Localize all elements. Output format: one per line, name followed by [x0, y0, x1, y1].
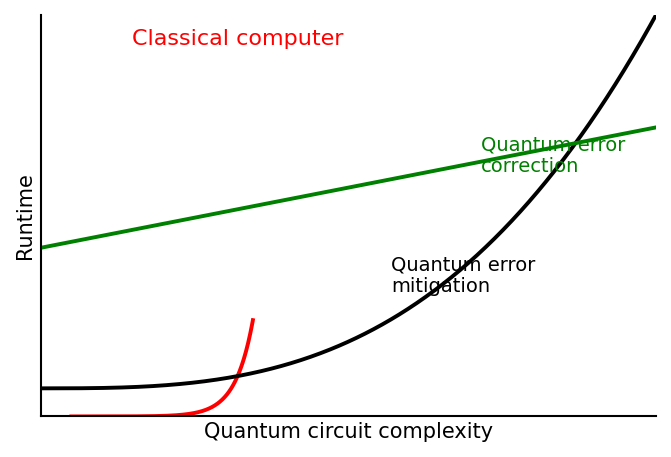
Text: Classical computer: Classical computer	[132, 29, 344, 49]
Text: Quantum error
correction: Quantum error correction	[480, 135, 625, 176]
X-axis label: Quantum circuit complexity: Quantum circuit complexity	[204, 422, 493, 442]
Text: Quantum error
mitigation: Quantum error mitigation	[391, 255, 535, 297]
Y-axis label: Runtime: Runtime	[15, 172, 35, 259]
